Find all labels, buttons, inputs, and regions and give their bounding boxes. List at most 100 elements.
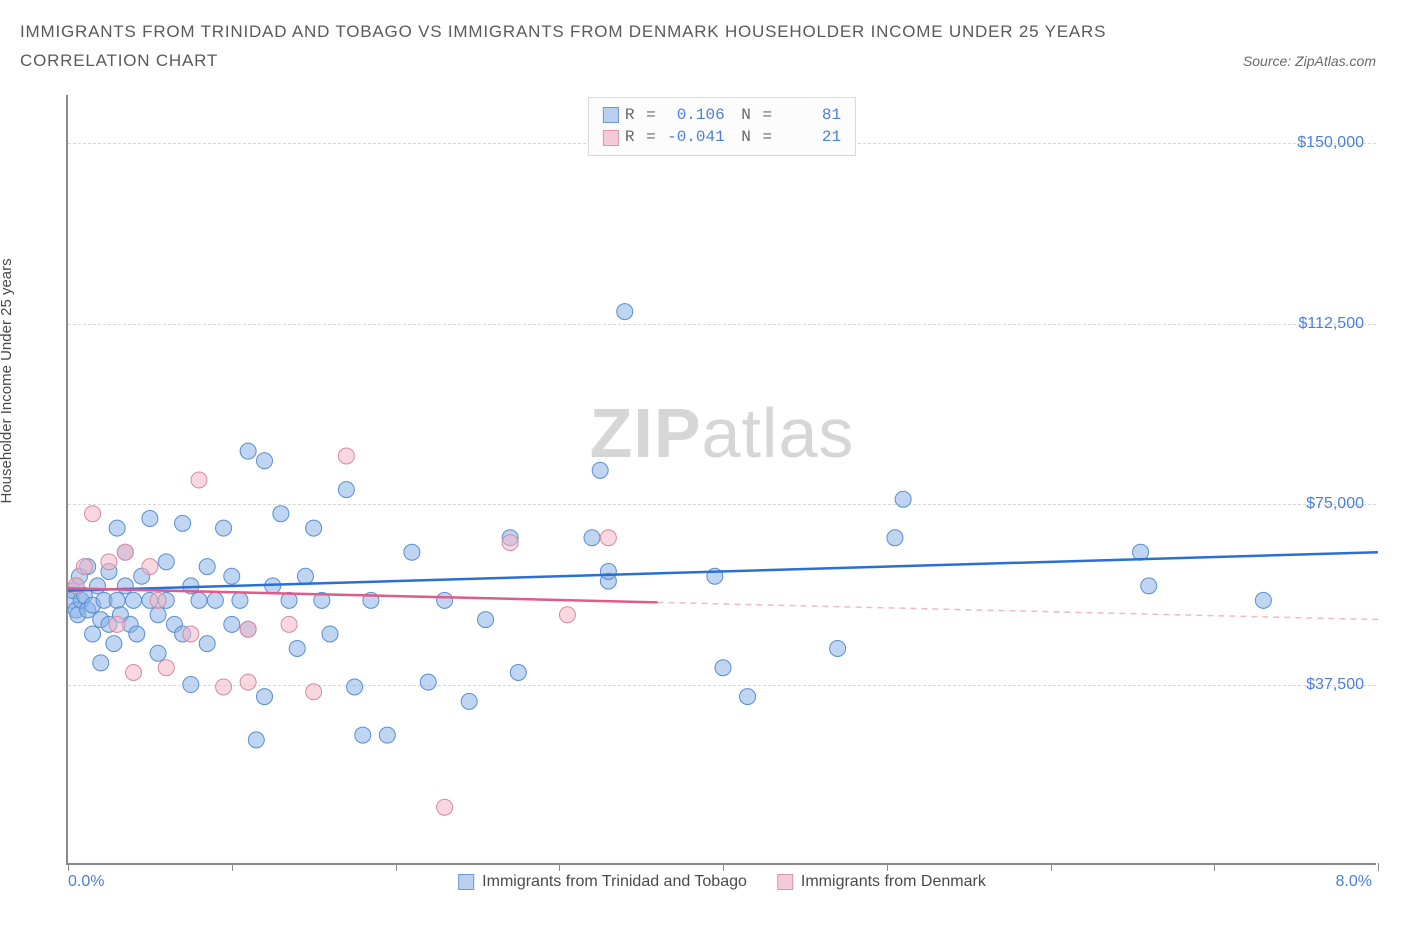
scatter-point-blue (617, 304, 633, 320)
r-label: R = (625, 126, 657, 148)
scatter-point-blue (257, 453, 273, 469)
scatter-point-blue (355, 727, 371, 743)
scatter-point-blue (183, 677, 199, 693)
scatter-point-blue (1141, 578, 1157, 594)
legend-swatch-pink (777, 874, 793, 890)
scatter-point-blue (510, 665, 526, 681)
scatter-point-pink (502, 535, 518, 551)
scatter-point-blue (478, 612, 494, 628)
scatter-point-blue (715, 660, 731, 676)
scatter-point-pink (191, 472, 207, 488)
scatter-point-blue (273, 506, 289, 522)
scatter-point-blue (257, 689, 273, 705)
scatter-point-pink (600, 530, 616, 546)
scatter-point-blue (248, 732, 264, 748)
scatter-point-pink (240, 621, 256, 637)
scatter-point-blue (93, 655, 109, 671)
scatter-point-blue (347, 679, 363, 695)
scatter-point-blue (158, 554, 174, 570)
scatter-point-blue (199, 559, 215, 575)
scatter-point-blue (117, 578, 133, 594)
scatter-point-blue (216, 520, 232, 536)
r-label: R = (625, 104, 657, 126)
scatter-point-blue (887, 530, 903, 546)
scatter-point-blue (207, 592, 223, 608)
plot-area: ZIPatlas R = 0.106 N = 81 R = -0.041 N =… (66, 95, 1376, 865)
scatter-point-pink (85, 506, 101, 522)
scatter-point-blue (584, 530, 600, 546)
n-value-blue: 81 (779, 104, 841, 126)
scatter-point-blue (420, 674, 436, 690)
y-axis-label: Householder Income Under 25 years (0, 258, 15, 503)
scatter-point-blue (592, 462, 608, 478)
x-axis-label: 0.0% (68, 873, 104, 891)
chart-subtitle: CORRELATION CHART (20, 51, 218, 71)
scatter-point-pink (559, 607, 575, 623)
r-value-blue: 0.106 (663, 104, 725, 126)
scatter-point-blue (109, 520, 125, 536)
legend-item-blue: Immigrants from Trinidad and Tobago (458, 873, 747, 891)
scatter-svg (68, 95, 1378, 865)
scatter-point-pink (117, 544, 133, 560)
scatter-point-blue (338, 482, 354, 498)
scatter-point-blue (404, 544, 420, 560)
swatch-blue (603, 107, 619, 123)
scatter-point-pink (142, 559, 158, 575)
stats-row-blue: R = 0.106 N = 81 (603, 104, 841, 126)
scatter-point-blue (1255, 592, 1271, 608)
scatter-point-pink (109, 616, 125, 632)
scatter-point-blue (322, 626, 338, 642)
scatter-point-blue (109, 592, 125, 608)
scatter-point-pink (126, 665, 142, 681)
scatter-point-blue (106, 636, 122, 652)
x-tick (1378, 863, 1379, 871)
n-value-pink: 21 (779, 126, 841, 148)
scatter-point-blue (129, 626, 145, 642)
legend-bottom: Immigrants from Trinidad and Tobago Immi… (458, 873, 986, 891)
scatter-point-blue (600, 563, 616, 579)
chart-header: IMMIGRANTS FROM TRINIDAD AND TOBAGO VS I… (0, 0, 1406, 71)
scatter-point-blue (224, 616, 240, 632)
scatter-point-blue (150, 645, 166, 661)
scatter-point-blue (240, 443, 256, 459)
scatter-point-blue (830, 640, 846, 656)
scatter-point-blue (379, 727, 395, 743)
scatter-point-pink (437, 799, 453, 815)
chart-container: Householder Income Under 25 years ZIPatl… (20, 95, 1386, 895)
scatter-point-blue (126, 592, 142, 608)
scatter-point-blue (89, 578, 105, 594)
scatter-point-pink (306, 684, 322, 700)
source-attribution: Source: ZipAtlas.com (1243, 53, 1386, 69)
n-label: N = (731, 104, 773, 126)
scatter-point-blue (191, 592, 207, 608)
scatter-point-pink (101, 554, 117, 570)
legend-item-pink: Immigrants from Denmark (777, 873, 986, 891)
scatter-point-pink (150, 592, 166, 608)
scatter-point-blue (175, 515, 191, 531)
scatter-point-blue (289, 640, 305, 656)
legend-swatch-blue (458, 874, 474, 890)
scatter-point-blue (461, 693, 477, 709)
trend-line-blue (68, 552, 1378, 591)
scatter-point-pink (281, 616, 297, 632)
scatter-point-blue (895, 491, 911, 507)
scatter-point-pink (216, 679, 232, 695)
scatter-point-blue (85, 626, 101, 642)
r-value-pink: -0.041 (663, 126, 725, 148)
legend-label-pink: Immigrants from Denmark (801, 873, 986, 891)
scatter-point-blue (142, 511, 158, 527)
stats-legend-box: R = 0.106 N = 81 R = -0.041 N = 21 (588, 97, 856, 156)
scatter-point-blue (306, 520, 322, 536)
scatter-point-pink (338, 448, 354, 464)
stats-row-pink: R = -0.041 N = 21 (603, 126, 841, 148)
scatter-point-blue (437, 592, 453, 608)
scatter-point-pink (76, 559, 92, 575)
swatch-pink (603, 130, 619, 146)
scatter-point-blue (224, 568, 240, 584)
scatter-point-blue (232, 592, 248, 608)
scatter-point-pink (240, 674, 256, 690)
scatter-point-blue (199, 636, 215, 652)
scatter-point-pink (158, 660, 174, 676)
scatter-point-pink (183, 626, 199, 642)
legend-label-blue: Immigrants from Trinidad and Tobago (482, 873, 747, 891)
